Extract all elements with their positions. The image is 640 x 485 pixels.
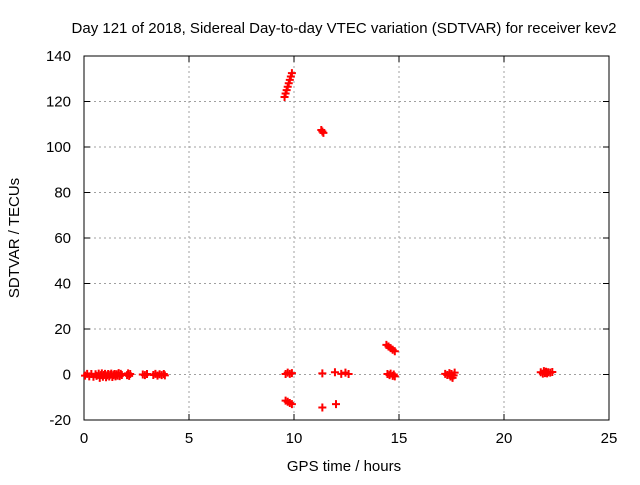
- x-tick-label: 25: [601, 430, 618, 447]
- data-point: [450, 368, 459, 377]
- data-point: [330, 368, 339, 377]
- grid: [84, 56, 609, 420]
- data-point: [390, 372, 399, 381]
- data-point: [332, 400, 340, 409]
- x-tick-label: 10: [286, 430, 303, 447]
- data-point: [318, 127, 327, 136]
- x-tick-label: 20: [496, 430, 513, 447]
- y-tick-label: 80: [54, 185, 71, 202]
- data-point: [287, 400, 296, 409]
- y-tick-label: 40: [54, 276, 71, 293]
- data-point: [287, 69, 296, 78]
- y-axis-label: SDTVAR / TECUs: [6, 178, 23, 298]
- data-point: [337, 369, 346, 378]
- data-point: [287, 369, 296, 378]
- data-point: [344, 370, 353, 379]
- data-point: [319, 128, 328, 137]
- data-point: [159, 370, 168, 379]
- data-point: [390, 347, 399, 356]
- y-tick-label: 20: [54, 321, 71, 338]
- data-point: [126, 370, 135, 379]
- x-tick-label: 5: [185, 430, 193, 447]
- data-point: [160, 371, 169, 380]
- x-tick-label: 15: [391, 430, 408, 447]
- axis-ticks: 0 5 10 15 20 25 -20 0 20 40 60 80 100 120 140: [46, 48, 617, 447]
- y-tick-label: 140: [46, 48, 71, 65]
- chart-title: Day 121 of 2018, Sidereal Day-to-day VTE…: [72, 20, 617, 37]
- data-point: [318, 403, 327, 412]
- data-points: [81, 69, 557, 412]
- data-point: [548, 367, 557, 376]
- y-tick-label: 60: [54, 230, 71, 247]
- y-tick-label: -20: [49, 412, 71, 429]
- x-tick-label: 0: [80, 430, 88, 447]
- y-tick-label: 0: [63, 367, 71, 384]
- data-point: [318, 369, 327, 378]
- data-point: [116, 369, 125, 378]
- y-tick-label: 100: [46, 139, 71, 156]
- x-axis-label: GPS time / hours: [287, 458, 401, 475]
- y-tick-label: 120: [46, 94, 71, 111]
